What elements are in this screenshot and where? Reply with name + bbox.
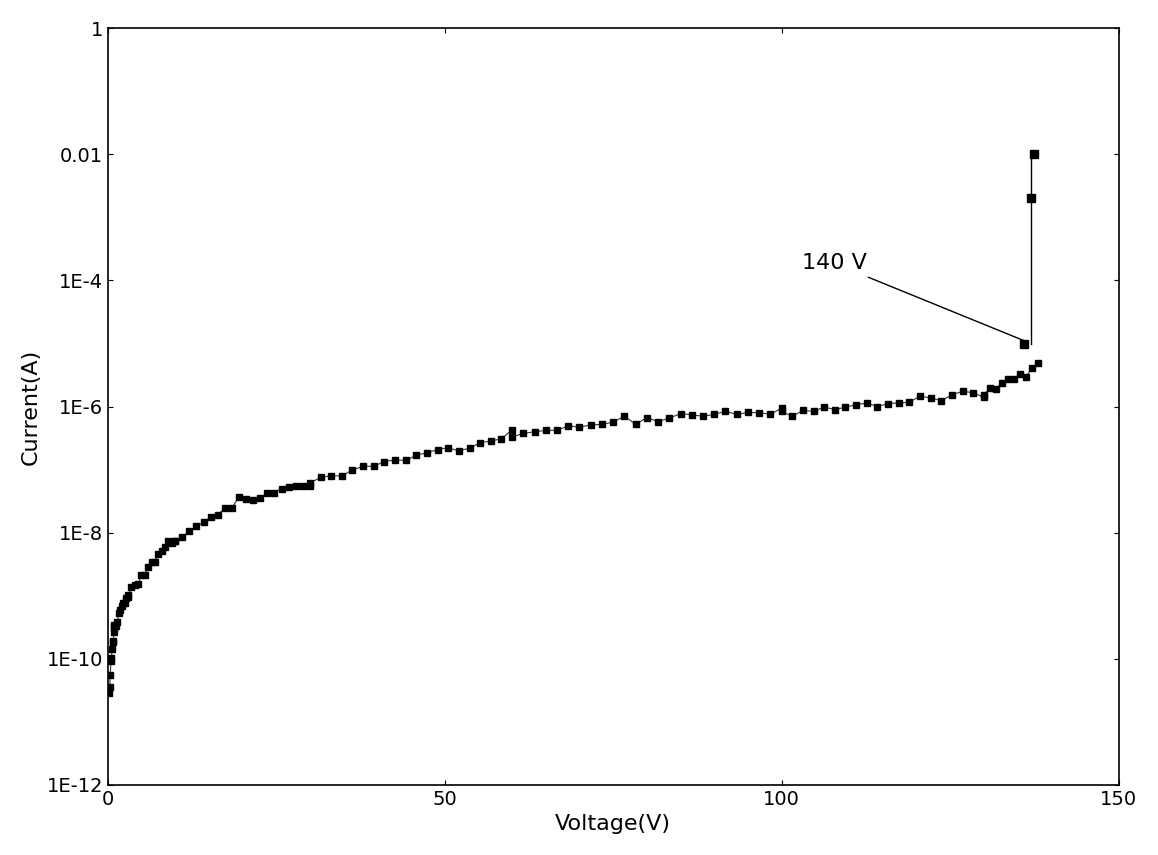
Text: 140 V: 140 V	[801, 253, 1028, 343]
X-axis label: Voltage(V): Voltage(V)	[555, 814, 672, 834]
Y-axis label: Current(A): Current(A)	[21, 349, 41, 464]
